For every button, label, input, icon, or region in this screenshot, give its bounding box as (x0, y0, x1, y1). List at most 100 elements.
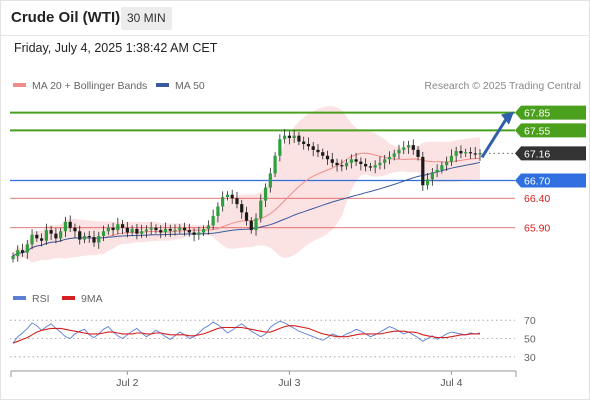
candle-body (368, 166, 372, 168)
candle-body (121, 224, 125, 228)
candle (263, 183, 268, 207)
candle (149, 222, 153, 235)
candle (344, 159, 349, 170)
level-label-text: 66.40 (524, 193, 550, 205)
rsi-panel: 70 50 30 (10, 315, 536, 364)
candle-body (316, 149, 320, 153)
candle-body (202, 228, 206, 233)
level-label-bg (515, 123, 586, 138)
candle-body (249, 220, 253, 231)
candle (459, 145, 463, 159)
candle (178, 224, 182, 234)
candle (373, 160, 377, 174)
level-label-bg (515, 173, 586, 188)
candle (54, 227, 58, 244)
candle-body (101, 231, 106, 236)
candle (268, 167, 272, 193)
candle-body (278, 139, 282, 156)
timeframe-button[interactable]: 30 MIN (121, 7, 172, 30)
rsi-series-rsi (12, 320, 481, 344)
candle (211, 209, 215, 230)
candle (473, 147, 477, 159)
level-label-bg (515, 105, 586, 120)
candle-body (268, 173, 272, 188)
candle-body (182, 227, 187, 231)
candle (140, 224, 144, 238)
candle (78, 225, 82, 245)
candle (20, 243, 25, 257)
candle (82, 232, 87, 244)
candle-body (149, 227, 153, 230)
candle-body (349, 159, 353, 163)
candle (225, 191, 230, 201)
candle (445, 156, 449, 171)
candle (259, 194, 263, 223)
candle-body (130, 228, 134, 233)
candle-body (254, 218, 258, 231)
candle (16, 245, 20, 262)
candle-body (459, 151, 463, 154)
level-label-text: 67.85 (524, 108, 550, 120)
candle (182, 222, 187, 236)
candle-body (283, 135, 287, 140)
candle-body (178, 227, 182, 231)
candle-body (397, 149, 401, 154)
forecast-arrow-shaft (480, 116, 509, 159)
candle (359, 157, 363, 171)
level-label-65-90: 65.90 (524, 223, 550, 235)
candle (316, 144, 320, 158)
candle (402, 141, 406, 155)
candle-body (125, 227, 129, 233)
candle-body (454, 151, 458, 156)
rsi-label: RSI (32, 293, 50, 305)
candle (464, 148, 468, 157)
candle-body (211, 215, 215, 226)
rsi-tick-label: 50 (524, 334, 536, 346)
candle-body (97, 236, 101, 243)
candle (59, 227, 63, 242)
research-credit: Research © 2025 Trading Central (424, 80, 581, 92)
candle-body (302, 141, 306, 144)
candle (297, 132, 301, 146)
x-tick-label: Jul 2 (116, 377, 138, 389)
instrument-title: Crude Oil (WTI) (11, 9, 121, 26)
candle-body (335, 162, 339, 166)
candle-body (159, 230, 163, 233)
ma50-swatch (156, 83, 169, 88)
candle (192, 228, 196, 242)
candle-body (273, 155, 277, 174)
candle-body (168, 228, 172, 231)
candle-body (135, 228, 139, 234)
candle-body (235, 198, 239, 205)
candle-body (402, 147, 406, 150)
candle-body (20, 250, 25, 253)
candle (311, 142, 315, 157)
level-label-bg (515, 146, 586, 161)
time-axis: Jul 2 Jul 3 Jul 4 (10, 370, 517, 389)
candle-body (30, 234, 34, 245)
candle (302, 136, 306, 150)
candle-body (435, 169, 439, 173)
candle (206, 220, 210, 235)
candle-body (78, 231, 82, 240)
datetime-label: Friday, July 4, 2025 1:38:42 AM CET (14, 41, 218, 55)
candle (63, 216, 68, 237)
legend-item-9ma: 9MA (62, 293, 103, 305)
candle-body (440, 165, 444, 170)
candle (101, 225, 106, 241)
candle-body (354, 159, 358, 162)
rsi-tick-label: 70 (524, 315, 536, 327)
candle (216, 202, 220, 223)
candle-body (464, 152, 468, 154)
candle-body (44, 230, 48, 241)
candle-body (378, 162, 382, 166)
candle-body (111, 227, 115, 231)
candle-body (92, 237, 96, 243)
candle-body (216, 206, 220, 216)
candle-body (411, 145, 415, 150)
candle-body (106, 227, 110, 232)
candle-body (406, 145, 411, 148)
candle (44, 223, 48, 245)
ma9-label: 9MA (81, 293, 103, 305)
